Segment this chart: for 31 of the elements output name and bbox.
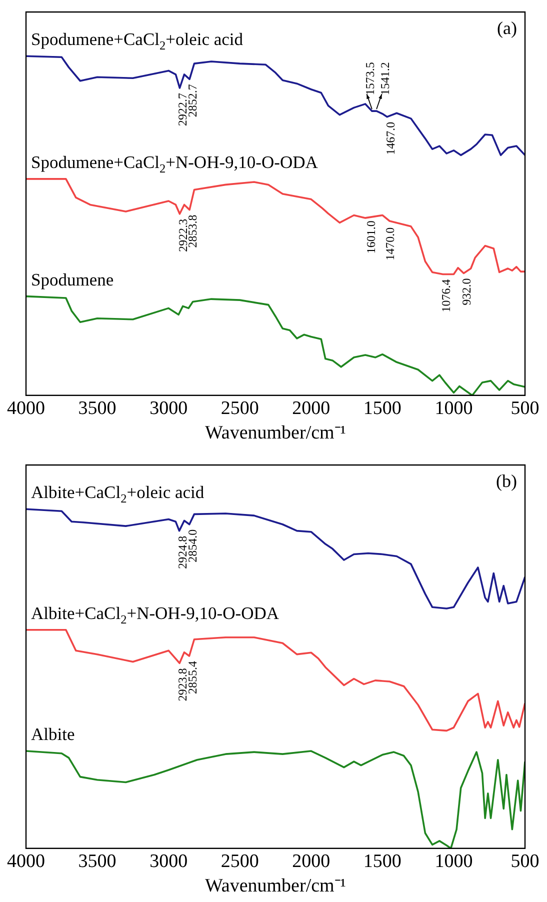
x-tick-label: 2500 <box>220 398 259 419</box>
x-tick-label: 500 <box>510 850 540 872</box>
x-tick-label: 1500 <box>363 398 402 419</box>
x-tick-label: 4000 <box>7 398 45 419</box>
x-tick-label: 3000 <box>150 850 188 872</box>
annotation: 1470.0 <box>382 227 397 260</box>
x-axis-title: Wavenumber/cm⁻¹ <box>204 422 346 444</box>
x-tick-label: 3000 <box>150 398 188 419</box>
series-label: Spodumene <box>31 269 114 290</box>
text: (b) <box>496 471 517 491</box>
x-tick-label: 500 <box>510 398 540 419</box>
annotation: 1076.4 <box>438 279 453 312</box>
x-tick-label: 4000 <box>7 850 45 872</box>
x-tick-label: 2000 <box>292 398 330 419</box>
annotation: 1573.5 <box>362 62 377 96</box>
x-tick-label: 3500 <box>78 850 116 872</box>
x-tick-label: 2000 <box>292 850 330 872</box>
annotation: 1541.2 <box>378 62 392 96</box>
x-tick-label: 1500 <box>363 850 402 872</box>
x-tick-label: 1000 <box>434 398 473 419</box>
x-tick-label: 3500 <box>78 398 116 419</box>
x-axis-title: Wavenumber/cm⁻¹ <box>204 876 346 897</box>
x-tick-label: 2500 <box>220 850 259 872</box>
x-tick-label: 1000 <box>434 850 473 872</box>
annotation: 1601.0 <box>364 220 378 254</box>
annotation: 1467.0 <box>383 122 398 155</box>
annotation: 2922.3 <box>176 218 190 252</box>
text: (a) <box>497 18 517 38</box>
series-label: Albite <box>31 724 75 744</box>
annotation: 932.0 <box>460 278 474 306</box>
annotation: 2923.8 <box>176 668 190 702</box>
